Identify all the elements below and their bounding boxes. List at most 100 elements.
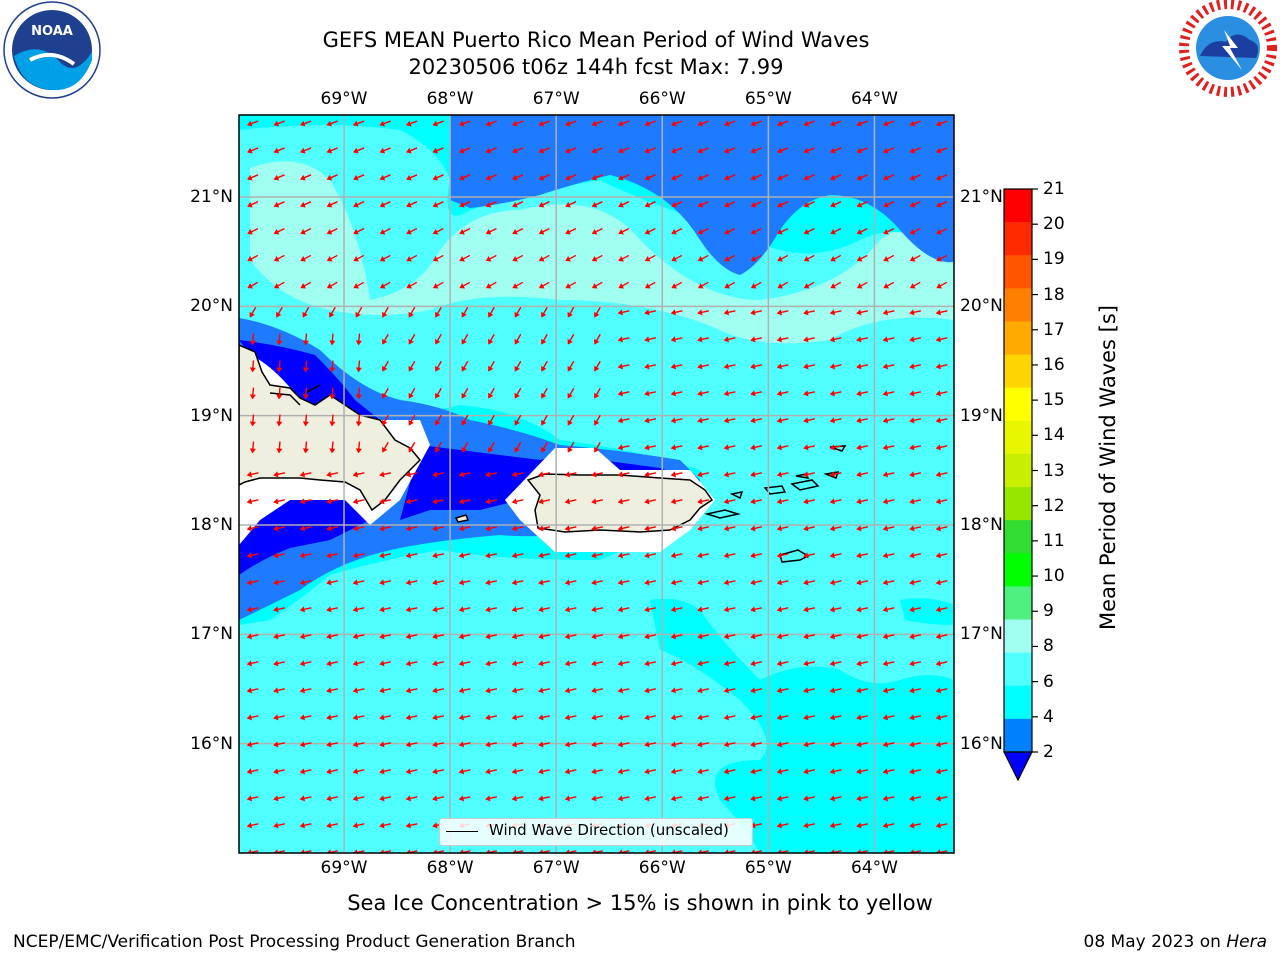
wave-period-field-2to4	[450, 115, 954, 275]
wind-wave-arrow	[697, 579, 710, 586]
arrow-head	[829, 606, 836, 613]
arrow-head	[697, 714, 703, 721]
arrow-head	[485, 579, 491, 586]
wind-wave-arrow	[617, 660, 630, 667]
arrow-head	[432, 228, 439, 235]
arrow-head	[776, 309, 783, 316]
wind-wave-arrow	[776, 552, 789, 559]
wind-wave-arrow	[644, 471, 657, 478]
wind-wave-arrow	[329, 387, 336, 400]
arrow-head	[329, 367, 336, 373]
wind-wave-arrow	[776, 687, 789, 694]
wind-wave-arrow	[458, 552, 471, 559]
arrow-head	[538, 795, 544, 802]
wind-wave-arrow	[882, 336, 895, 343]
wind-wave-arrow	[249, 414, 256, 427]
lat-tick-label: 21°N	[960, 187, 1003, 207]
wind-wave-arrow	[485, 227, 497, 235]
wind-wave-arrow	[591, 174, 603, 181]
wind-wave-arrow	[644, 254, 656, 262]
wind-wave-arrow	[432, 660, 445, 667]
wind-wave-arrow	[538, 714, 551, 721]
wind-wave-arrow	[541, 333, 548, 345]
arrow-head	[670, 336, 677, 343]
arrow-head	[326, 120, 333, 127]
wind-wave-arrow	[485, 687, 498, 694]
arrow-head	[564, 741, 571, 748]
arrow-head	[935, 336, 942, 343]
arrow-head	[299, 552, 306, 559]
wind-wave-arrow	[352, 768, 365, 775]
arrow-head	[352, 471, 359, 478]
arrow-head	[909, 283, 916, 289]
arrow-head	[564, 768, 571, 775]
wind-wave-arrow	[511, 579, 524, 586]
wind-wave-arrow	[883, 281, 895, 289]
wind-wave-arrow	[697, 471, 710, 478]
wind-wave-arrow	[511, 525, 524, 532]
wind-wave-arrow	[591, 633, 604, 640]
wind-wave-arrow	[776, 714, 789, 721]
arrow-head	[273, 579, 279, 586]
wind-wave-arrow	[670, 714, 683, 721]
wind-wave-arrow	[935, 498, 948, 505]
wind-wave-arrow	[379, 741, 392, 748]
lat-tick-label: 17°N	[960, 624, 1003, 645]
hispaniola-land	[239, 344, 422, 512]
wind-wave-arrow	[488, 441, 495, 453]
wind-wave-arrow	[644, 147, 656, 154]
wind-wave-arrow	[697, 174, 709, 181]
wind-wave-arrow	[538, 120, 550, 127]
arrow-head	[697, 606, 703, 613]
arrow-head	[803, 687, 809, 694]
arrow-head	[856, 309, 862, 316]
arrow-head	[697, 498, 703, 505]
arrow-head	[803, 498, 809, 505]
arrow-head	[644, 741, 650, 748]
arrow-head	[485, 147, 492, 154]
arrow-head	[567, 365, 573, 372]
arrow-head	[458, 552, 465, 559]
wind-wave-arrow	[618, 201, 630, 208]
wind-wave-arrow	[246, 498, 259, 505]
arrow-head	[750, 147, 757, 154]
wind-wave-arrow	[644, 660, 657, 667]
arrow-head	[432, 147, 439, 154]
wind-wave-arrow	[408, 441, 416, 453]
wind-wave-arrow	[273, 281, 285, 289]
arrow-head	[670, 768, 677, 775]
arrow-head	[644, 256, 651, 262]
arrow-head	[485, 120, 492, 127]
wind-wave-arrow	[777, 227, 789, 235]
wind-wave-arrow	[723, 498, 736, 505]
arrow-head	[697, 687, 703, 694]
wind-wave-arrow	[829, 741, 842, 748]
arrow-head	[512, 283, 519, 289]
arrow-head	[936, 201, 942, 208]
wind-wave-arrow	[459, 281, 471, 289]
wind-wave-arrow	[405, 795, 418, 802]
wind-wave-arrow	[326, 687, 339, 694]
hispaniola-coast	[269, 384, 321, 406]
arrow-head	[723, 579, 730, 586]
wind-wave-arrow	[300, 147, 312, 154]
arrow-head	[594, 446, 600, 453]
wind-wave-arrow	[458, 471, 471, 478]
wind-wave-arrow	[935, 579, 948, 586]
arrow-head	[909, 498, 915, 505]
wind-wave-arrow	[803, 633, 816, 640]
arrow-head	[564, 552, 571, 559]
arrow-head	[776, 363, 783, 370]
arrow-head	[485, 174, 492, 181]
wind-wave-arrow	[644, 498, 657, 505]
wind-wave-arrow	[776, 822, 789, 829]
wind-wave-arrow	[461, 360, 469, 372]
wind-wave-arrow	[776, 579, 789, 586]
arrow-head	[355, 367, 362, 373]
wind-wave-arrow	[829, 417, 842, 424]
lon-tick-label: 64°W	[850, 858, 898, 878]
arrow-head	[459, 228, 465, 235]
wind-wave-arrow	[564, 525, 577, 532]
wind-wave-arrow	[382, 387, 389, 399]
wind-wave-arrow	[803, 768, 816, 775]
